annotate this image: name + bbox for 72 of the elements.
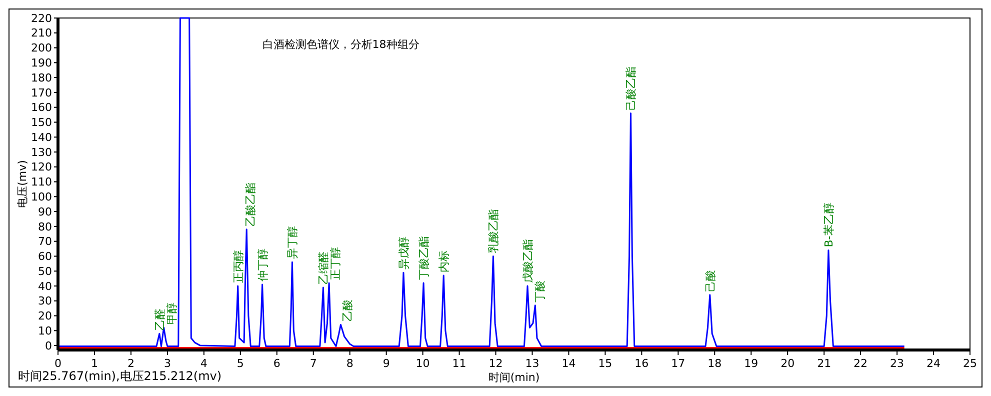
x-tick-label: 15 <box>598 357 612 370</box>
x-tick-label: 6 <box>273 357 280 370</box>
x-tick-label: 3 <box>164 357 171 370</box>
y-tick-label: 100 <box>31 190 52 204</box>
y-tick-label: 0 <box>45 339 52 352</box>
y-tick-label: 140 <box>31 130 52 144</box>
annotation: 乳酸乙酯 <box>487 209 500 254</box>
y-tick-label: 180 <box>31 71 52 84</box>
annotation: 正丙醇 <box>232 250 245 283</box>
annotation: 仲丁醇 <box>256 248 270 282</box>
annotation: 丁酸 <box>534 280 546 302</box>
y-tick-label: 210 <box>31 26 52 40</box>
x-tick-label: 19 <box>744 357 758 370</box>
annotation: 丁酸乙酯 <box>418 236 431 280</box>
y-tick-label: 160 <box>31 101 52 114</box>
text: 时间25.767(min),电压215.212(mv) <box>18 369 222 383</box>
x-tick-label: 5 <box>236 357 244 370</box>
x-tick-label: 4 <box>200 357 208 370</box>
y-tick-label: 40 <box>38 280 52 293</box>
text: 白酒检测色谱仪，分析18种组分 <box>262 38 420 51</box>
y-axis-title: 电压(mv) <box>16 160 29 208</box>
x-tick-label: 16 <box>634 357 649 370</box>
y-tick-label: 200 <box>31 42 52 55</box>
line-series <box>58 17 906 348</box>
x-tick-label: 11 <box>452 357 466 370</box>
y-tick-label: 130 <box>31 146 52 159</box>
x-tick-label: 2 <box>127 357 134 370</box>
x-tick-label: 1 <box>90 357 98 370</box>
x-tick-label: 8 <box>346 357 354 370</box>
annotation: B-苯乙醇 <box>822 202 836 248</box>
x-tick-label: 0 <box>54 357 62 370</box>
annotation: 己酸乙酯 <box>624 66 638 110</box>
y-tick-label: 220 <box>31 12 52 25</box>
y-tick-label: 30 <box>38 294 52 308</box>
y-tick-label: 110 <box>31 176 52 189</box>
annotation: 戊酸乙酯 <box>522 238 534 283</box>
annotation: 乙缩醛 <box>317 251 330 284</box>
x-tick-label: 17 <box>671 357 686 370</box>
x-axis-title: 时间(min) <box>488 371 540 384</box>
x-tick-label: 24 <box>926 357 941 370</box>
x-tick-label: 25 <box>963 357 977 370</box>
y-tick-label: 150 <box>31 116 52 130</box>
x-tick-label: 10 <box>416 357 430 370</box>
x-tick-label: 14 <box>562 357 576 370</box>
x-tick-label: 21 <box>817 357 832 370</box>
annotation: 异丁醇 <box>286 226 300 260</box>
annotation: 己酸 <box>704 270 717 292</box>
annotation: 内标 <box>438 250 451 273</box>
annotation: 乙醛 <box>153 308 166 331</box>
y-tick-label: 90 <box>38 205 52 218</box>
y-tick-label: 80 <box>38 220 52 234</box>
y-tick-label: 50 <box>38 264 52 278</box>
annotation: 乙酸乙酯 <box>244 182 257 226</box>
y-tick-label: 120 <box>31 160 52 174</box>
y-tick-label: 60 <box>38 250 52 264</box>
x-tick-label: 18 <box>708 357 722 370</box>
x-tick-label: 9 <box>382 357 390 370</box>
annotation: 异戊醇 <box>397 236 410 270</box>
x-tick-label: 23 <box>890 357 904 370</box>
annotation: 甲醇 <box>165 302 178 325</box>
y-tick-label: 70 <box>38 235 52 248</box>
x-tick-label: 13 <box>525 357 540 370</box>
annotation: 乙酸 <box>341 300 354 322</box>
y-tick-label: 10 <box>38 324 52 338</box>
x-tick-label: 7 <box>310 357 317 370</box>
x-tick-label: 12 <box>488 357 503 370</box>
annotation: 正丁醇 <box>329 247 342 280</box>
x-tick-label: 20 <box>780 357 795 370</box>
x-tick-label: 22 <box>854 357 868 370</box>
y-tick-label: 190 <box>31 56 52 70</box>
y-tick-label: 170 <box>31 86 52 100</box>
y-tick-label: 20 <box>38 310 52 323</box>
